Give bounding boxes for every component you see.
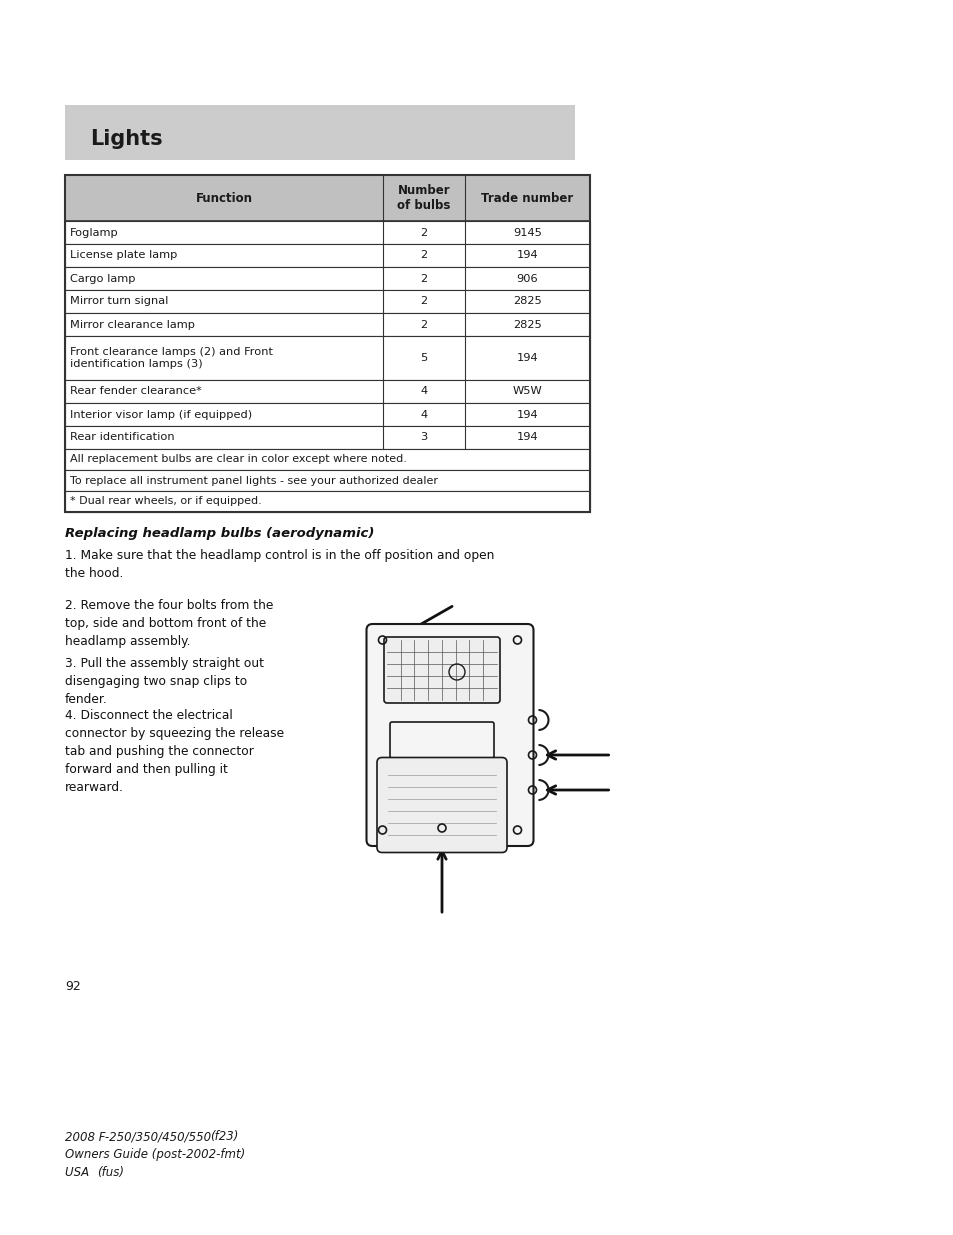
Text: 2: 2 xyxy=(420,251,427,261)
Text: (fus): (fus) xyxy=(97,1166,124,1179)
Text: 1. Make sure that the headlamp control is in the off position and open
the hood.: 1. Make sure that the headlamp control i… xyxy=(65,550,494,580)
Text: 194: 194 xyxy=(517,432,537,442)
Text: Replacing headlamp bulbs (aerodynamic): Replacing headlamp bulbs (aerodynamic) xyxy=(65,527,374,540)
FancyBboxPatch shape xyxy=(366,624,533,846)
Text: Interior visor lamp (if equipped): Interior visor lamp (if equipped) xyxy=(70,410,252,420)
FancyBboxPatch shape xyxy=(65,290,589,312)
Text: USA: USA xyxy=(65,1166,92,1179)
Text: 194: 194 xyxy=(517,353,537,363)
Text: Trade number: Trade number xyxy=(481,191,573,205)
FancyBboxPatch shape xyxy=(65,403,589,426)
FancyBboxPatch shape xyxy=(65,267,589,290)
FancyBboxPatch shape xyxy=(65,221,589,245)
FancyBboxPatch shape xyxy=(65,426,589,450)
Text: License plate lamp: License plate lamp xyxy=(70,251,177,261)
Text: Front clearance lamps (2) and Front
identification lamps (3): Front clearance lamps (2) and Front iden… xyxy=(70,347,273,369)
FancyBboxPatch shape xyxy=(65,175,589,221)
Text: Mirror clearance lamp: Mirror clearance lamp xyxy=(70,320,194,330)
Text: Rear identification: Rear identification xyxy=(70,432,174,442)
Text: * Dual rear wheels, or if equipped.: * Dual rear wheels, or if equipped. xyxy=(70,496,261,506)
Text: 3: 3 xyxy=(420,432,427,442)
Text: 4. Disconnect the electrical
connector by squeezing the release
tab and pushing : 4. Disconnect the electrical connector b… xyxy=(65,709,284,794)
Text: Foglamp: Foglamp xyxy=(70,227,118,237)
Text: Owners Guide (post-2002-fmt): Owners Guide (post-2002-fmt) xyxy=(65,1149,245,1161)
FancyBboxPatch shape xyxy=(376,757,506,852)
Text: 5: 5 xyxy=(420,353,427,363)
Text: (f23): (f23) xyxy=(210,1130,238,1144)
Text: 4: 4 xyxy=(420,410,427,420)
Text: 2: 2 xyxy=(420,320,427,330)
FancyBboxPatch shape xyxy=(65,492,589,513)
Text: 4: 4 xyxy=(420,387,427,396)
Text: 9145: 9145 xyxy=(513,227,541,237)
FancyBboxPatch shape xyxy=(384,637,499,703)
FancyBboxPatch shape xyxy=(65,380,589,403)
FancyBboxPatch shape xyxy=(65,471,589,492)
Text: All replacement bulbs are clear in color except where noted.: All replacement bulbs are clear in color… xyxy=(70,454,406,464)
Text: Rear fender clearance*: Rear fender clearance* xyxy=(70,387,201,396)
Text: 2825: 2825 xyxy=(513,320,541,330)
Text: W5W: W5W xyxy=(512,387,542,396)
Text: 2008 F-250/350/450/550: 2008 F-250/350/450/550 xyxy=(65,1130,214,1144)
Text: Lights: Lights xyxy=(90,130,162,149)
Text: 2. Remove the four bolts from the
top, side and bottom front of the
headlamp ass: 2. Remove the four bolts from the top, s… xyxy=(65,599,274,648)
Text: 2825: 2825 xyxy=(513,296,541,306)
Text: Mirror turn signal: Mirror turn signal xyxy=(70,296,168,306)
Text: Number
of bulbs: Number of bulbs xyxy=(396,184,450,212)
Text: 194: 194 xyxy=(517,251,537,261)
FancyBboxPatch shape xyxy=(65,245,589,267)
Text: 3. Pull the assembly straight out
disengaging two snap clips to
fender.: 3. Pull the assembly straight out diseng… xyxy=(65,657,264,706)
Text: 2: 2 xyxy=(420,296,427,306)
Text: To replace all instrument panel lights - see your authorized dealer: To replace all instrument panel lights -… xyxy=(70,475,437,485)
FancyBboxPatch shape xyxy=(390,722,494,758)
FancyBboxPatch shape xyxy=(65,450,589,471)
FancyBboxPatch shape xyxy=(65,312,589,336)
Text: 2: 2 xyxy=(420,273,427,284)
Text: Cargo lamp: Cargo lamp xyxy=(70,273,135,284)
Text: 2: 2 xyxy=(420,227,427,237)
Text: 906: 906 xyxy=(517,273,537,284)
FancyBboxPatch shape xyxy=(65,336,589,380)
Text: 92: 92 xyxy=(65,981,81,993)
Text: 194: 194 xyxy=(517,410,537,420)
Text: Function: Function xyxy=(195,191,253,205)
FancyBboxPatch shape xyxy=(65,105,575,161)
